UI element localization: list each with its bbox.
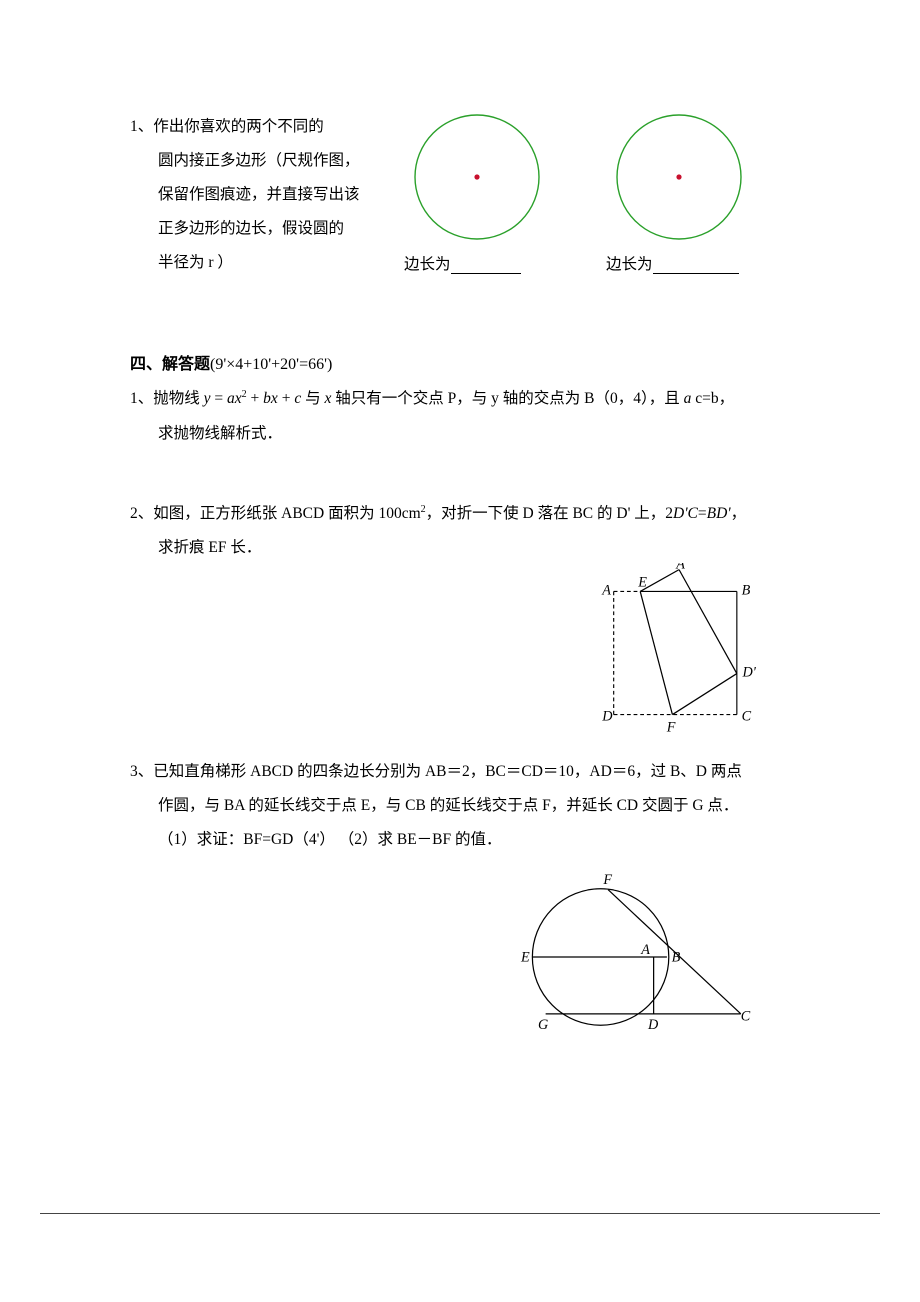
edge-blank-1 xyxy=(451,260,521,274)
p3-label-B: B xyxy=(672,950,681,966)
p2-label-B: B xyxy=(742,582,751,598)
p3-line1: 3、已知直角梯形 ABCD 的四条边长分别为 AB＝2，BC＝CD＝10，AD＝… xyxy=(130,755,800,789)
p2-line1: 2、如图，正方形纸张 ABCD 面积为 100cm2，对折一下使 D 落在 BC… xyxy=(130,497,800,531)
p3-label-D: D xyxy=(647,1017,659,1033)
q1-line-4: 正多边形的边长，假设圆的 xyxy=(130,212,390,246)
problem-2: 2、如图，正方形纸张 ABCD 面积为 100cm2，对折一下使 D 落在 BC… xyxy=(130,497,800,743)
q1-circles: 边长为 边长为 xyxy=(404,104,752,274)
p3-label-C: C xyxy=(741,1009,751,1025)
p2-b: ，对折一下使 D 落在 BC 的 D' 上，2 xyxy=(426,505,673,522)
p3-figure-row: E A B D C G F xyxy=(130,857,800,1047)
p3-line3: （1）求证：BF=GD（4'） （2）求 BE－BF 的值． xyxy=(130,823,800,857)
p1-c: 轴只有一个交点 P，与 y 轴的交点为 B（0，4），且 xyxy=(331,390,683,407)
q1-text: 1、作出你喜欢的两个不同的 圆内接正多边形（尺规作图， 保留作图痕迹，并直接写出… xyxy=(130,110,390,280)
p1-d: = xyxy=(702,390,711,407)
p3-line2: 作圆，与 BA 的延长线交于点 E，与 CB 的延长线交于点 F，并延长 CD … xyxy=(130,789,800,823)
q1-line-3: 保留作图痕迹，并直接写出该 xyxy=(130,178,390,212)
p2-label-A: A xyxy=(601,582,611,598)
p2-a: 2、如图，正方形纸张 ABCD 面积为 100cm xyxy=(130,505,421,522)
edge-text-2: 边长为 xyxy=(606,256,653,273)
p1-b: 与 xyxy=(301,390,324,407)
footer-rule xyxy=(40,1213,880,1214)
section-4-title: 四、解答题(9'×4+10'+20'=66') xyxy=(130,350,800,374)
p2-dc: D'C xyxy=(673,505,698,522)
p2-label-C: C xyxy=(742,708,752,724)
circle-1-svg xyxy=(404,104,550,250)
p2-line2: 求折痕 EF 长． xyxy=(130,531,800,565)
circle-col-2: 边长为 xyxy=(606,104,752,274)
p1-line1: 1、抛物线 y = ax2 + bx + c 与 x 轴只有一个交点 P，与 y… xyxy=(130,382,800,416)
circle-1-center xyxy=(474,174,479,179)
p3-label-G: G xyxy=(538,1017,548,1033)
p2-label-Ap: A' xyxy=(675,563,689,573)
edge-text-1: 边长为 xyxy=(404,256,451,273)
p3-figure: E A B D C G F xyxy=(484,867,774,1047)
p2-c: = xyxy=(698,505,707,522)
q1-row: 1、作出你喜欢的两个不同的 圆内接正多边形（尺规作图， 保留作图痕迹，并直接写出… xyxy=(130,110,800,280)
circle-col-1: 边长为 xyxy=(404,104,550,274)
p1-a-var: a xyxy=(684,390,692,407)
edge-blank-2 xyxy=(653,260,739,274)
p2-figure: A B C D D' A' E F xyxy=(580,563,780,743)
p1-formula: y = ax2 + bx + c xyxy=(204,390,302,407)
exam-page: 1、作出你喜欢的两个不同的 圆内接正多边形（尺规作图， 保留作图痕迹，并直接写出… xyxy=(0,0,920,1133)
p2-label-E: E xyxy=(637,575,647,591)
p2-edge-AprimeDprime xyxy=(679,569,737,673)
q1-line-2: 圆内接正多边形（尺规作图， xyxy=(130,144,390,178)
p2-label-D: D xyxy=(601,708,613,724)
circle-2-svg xyxy=(606,104,752,250)
section-4-points: (9'×4+10'+20'=66') xyxy=(210,356,332,373)
p2-crease-EF xyxy=(640,591,672,714)
problem-3: 3、已知直角梯形 ABCD 的四条边长分别为 AB＝2，BC＝CD＝10，AD＝… xyxy=(130,755,800,1047)
p3-label-E: E xyxy=(520,950,530,966)
p3-label-F: F xyxy=(602,872,612,888)
p1-a: 1、抛物线 xyxy=(130,390,204,407)
edge-label-2: 边长为 xyxy=(606,252,739,274)
q1-line-1: 1、作出你喜欢的两个不同的 xyxy=(130,110,390,144)
section-4-heading: 四、解答题 xyxy=(130,356,210,373)
problem-1: 1、抛物线 y = ax2 + bx + c 与 x 轴只有一个交点 P，与 y… xyxy=(130,382,800,450)
p1-line2: 求抛物线解析式． xyxy=(130,417,800,451)
p2-label-F: F xyxy=(666,719,676,735)
p3-label-A: A xyxy=(640,942,650,958)
p2-edge-FDprime xyxy=(672,673,736,714)
circle-2-center xyxy=(676,174,681,179)
p2-bd: BD' xyxy=(707,505,731,522)
p2-label-Dp: D' xyxy=(742,665,757,681)
q1-line-5: 半径为 r ） xyxy=(130,246,390,280)
p2-figure-row: A B C D D' A' E F xyxy=(130,565,800,743)
edge-label-1: 边长为 xyxy=(404,252,521,274)
